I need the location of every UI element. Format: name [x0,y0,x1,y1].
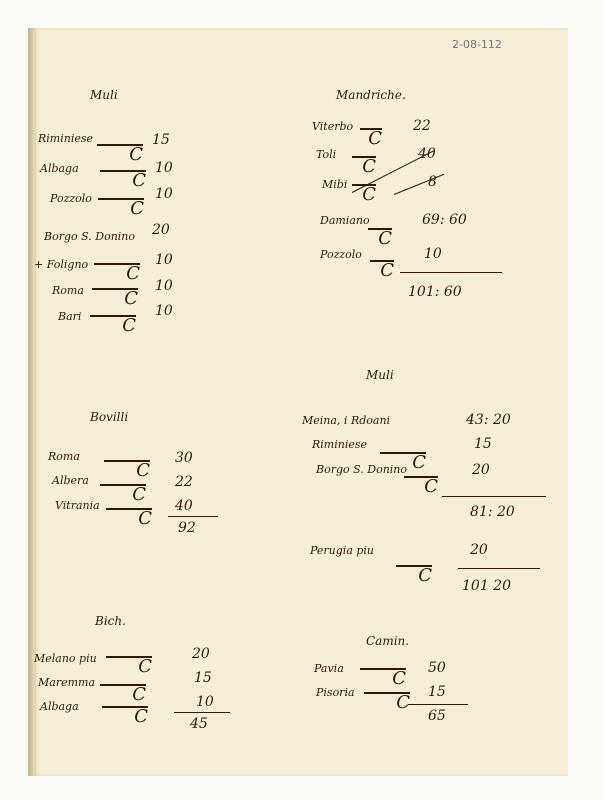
entry-value: 8 [428,174,437,190]
entry-value: 20 [472,462,490,478]
entry-name: Damiano [320,214,370,227]
entry-name: Roma [48,450,80,463]
bracket-mark [104,460,150,481]
entry-name: Riminiese [38,132,94,145]
entry-value: 50 [428,660,446,676]
entry-value: 43: 20 [466,412,511,428]
bracket-mark [90,315,136,336]
entry-name: Albera [52,474,89,487]
entry-value: 10 [155,252,173,268]
entry-name: Albaga [40,162,79,175]
sum-rule [442,496,546,497]
entry-name: Meina, i Rdoani [302,414,391,427]
heading-muli: Muli [90,88,118,102]
bracket-mark [352,156,376,177]
total-value: 45 [190,716,208,732]
entry-name: Borgo S. Donino [44,230,136,243]
sum-rule [174,712,230,713]
sum-rule [408,704,468,705]
bracket-mark [404,476,438,497]
heading-muli-right: Muli [366,368,394,382]
entry-value: 10 [424,246,442,262]
bracket-mark [100,684,146,705]
entry-name: + Foligno [34,258,89,271]
entry-value: 15 [194,670,212,686]
bracket-mark [396,565,432,586]
entry-value: 10 [155,303,173,319]
bracket-mark [364,692,410,713]
sum-rule [168,516,218,517]
entry-name: Perugia piu [310,544,375,557]
bracket-mark [94,263,140,284]
bracket-mark [100,484,146,505]
bracket-mark [106,656,152,677]
heading-bich: Bich. [95,614,126,628]
bracket-mark [98,198,144,219]
entry-value: 15 [474,436,492,452]
entry-value: 22 [413,118,431,134]
bracket-mark [360,668,406,689]
entry-value: 20 [470,542,488,558]
bracket-mark [100,170,146,191]
entry-value: 20 [192,646,210,662]
entry-value: 10 [155,278,173,294]
entry-value: 20 [152,222,170,238]
page-fold [34,28,36,776]
entry-name: Bari [58,310,82,323]
entry-name: Vitrania [55,499,100,512]
entry-value: 15 [152,132,170,148]
bracket-mark [102,706,148,727]
sum-rule [400,272,502,273]
bracket-mark [92,288,138,309]
bracket-mark [97,144,143,165]
sum-rule [458,568,540,569]
entry-value: 40 [175,498,193,514]
total-value: 92 [178,520,196,536]
archive-number: 2-08-112 [452,38,502,51]
bracket-mark [380,452,426,473]
entry-name: Melano piu [34,652,97,665]
entry-value: 10 [155,160,173,176]
bracket-mark [352,184,376,205]
entry-name: Maremma [38,676,96,689]
total-value: 65 [428,708,446,724]
entry-name: Pisoria [316,686,355,699]
entry-name: Borgo S. Donino [316,463,408,476]
entry-value: 69: 60 [422,212,467,228]
entry-name: Toli [316,148,337,161]
total-value: 101 20 [462,578,511,594]
bracket-mark [370,260,394,281]
entry-value: 22 [175,474,193,490]
entry-value: 15 [428,684,446,700]
entry-value: 10 [155,186,173,202]
entry-name: Pozzolo [320,248,362,261]
entry-name: Pavia [314,662,344,675]
bracket-mark [106,508,152,529]
entry-value: 40 [418,146,436,162]
heading-bovilli: Bovilli [90,410,129,424]
entry-name: Mibi [322,178,348,191]
heading-camin: Camin. [366,634,410,648]
bracket-mark [360,128,382,149]
entry-value: 10 [196,694,214,710]
bracket-mark [368,228,392,249]
entry-name: Riminiese [312,438,368,451]
subtotal-value: 81: 20 [470,504,515,520]
entry-name: Pozzolo [50,192,92,205]
entry-name: Albaga [40,700,79,713]
entry-name: Roma [52,284,84,297]
total-value: 101: 60 [408,284,462,300]
entry-value: 30 [175,450,193,466]
entry-name: Viterbo [312,120,354,133]
heading-mandriche: Mandriche. [336,88,406,102]
